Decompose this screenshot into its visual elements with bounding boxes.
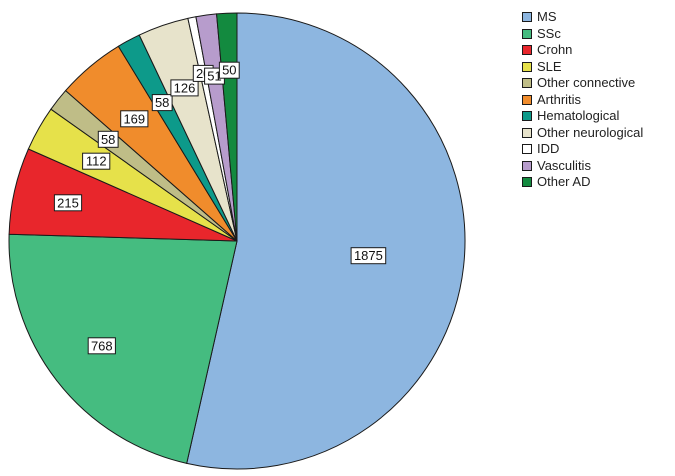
data-label-text-other-connective: 58 — [101, 132, 115, 147]
data-label-other-neurological: 126 — [170, 79, 199, 97]
legend-item-idd: IDD — [522, 141, 643, 158]
data-label-text-crohn: 215 — [57, 195, 79, 210]
data-label-ssc: 768 — [87, 337, 116, 355]
data-label-other-connective: 58 — [97, 130, 119, 148]
legend-swatch-arthritis — [522, 94, 532, 105]
legend-label-ssc: SSc — [537, 25, 561, 41]
data-label-box-other-neurological — [170, 79, 199, 97]
legend-swatch-crohn — [522, 45, 532, 56]
legend-item-crohn: Crohn — [522, 42, 643, 59]
legend-swatch-idd — [522, 144, 532, 155]
legend-swatch-hematological — [522, 111, 532, 122]
legend-item-ssc: SSc — [522, 26, 643, 43]
legend-item-vasculitis: Vasculitis — [522, 158, 643, 175]
legend-label-other-connective: Other connective — [537, 75, 636, 91]
data-label-box-arthritis — [120, 110, 149, 128]
legend-item-other-neurological: Other neurological — [522, 125, 643, 142]
data-label-text-hematological: 58 — [155, 95, 169, 110]
legend-item-hematological: Hematological — [522, 108, 643, 125]
data-label-other-ad: 50 — [218, 61, 240, 79]
data-label-box-hematological — [151, 94, 173, 112]
legend-swatch-other-connective — [522, 78, 532, 89]
legend-label-hematological: Hematological — [537, 108, 620, 124]
legend-label-crohn: Crohn — [537, 42, 573, 58]
pie-slices — [8, 12, 466, 470]
legend-label-idd: IDD — [537, 141, 560, 157]
legend-label-arthritis: Arthritis — [537, 91, 582, 107]
data-label-crohn: 215 — [53, 194, 83, 212]
data-label-box-other-connective — [97, 130, 119, 148]
legend-label-ms: MS — [537, 9, 557, 25]
legend-swatch-other-ad — [522, 177, 532, 188]
data-label-box-sle — [82, 152, 111, 170]
legend-item-other-connective: Other connective — [522, 75, 643, 92]
data-label-box-ssc — [87, 337, 116, 355]
data-label-box-crohn — [53, 194, 83, 212]
data-label-text-sle: 112 — [86, 154, 107, 169]
legend: MS SSc Crohn SLE Other connective Arthri… — [522, 9, 643, 191]
legend-swatch-vasculitis — [522, 160, 532, 171]
data-label-sle: 112 — [82, 152, 111, 170]
legend-item-other-ad: Other AD — [522, 174, 643, 191]
legend-label-vasculitis: Vasculitis — [537, 157, 591, 173]
data-label-text-ssc: 768 — [91, 338, 113, 353]
legend-item-arthritis: Arthritis — [522, 92, 643, 109]
legend-label-other-ad: Other AD — [537, 174, 591, 190]
data-label-box-ms — [350, 247, 387, 265]
data-label-text-other-neurological: 126 — [174, 80, 196, 95]
data-label-text-arthritis: 169 — [123, 111, 145, 126]
legend-label-other-neurological: Other neurological — [537, 124, 644, 140]
data-label-arthritis: 169 — [120, 110, 149, 128]
pie-slice-ms — [186, 12, 466, 470]
data-label-ms: 1875 — [350, 247, 387, 265]
legend-item-ms: MS — [522, 9, 643, 26]
data-label-text-other-ad: 50 — [222, 63, 236, 78]
legend-swatch-ms — [522, 12, 532, 23]
data-label-box-other-ad — [218, 61, 240, 79]
legend-swatch-other-neurological — [522, 127, 532, 138]
legend-label-sle: SLE — [537, 58, 562, 74]
legend-item-sle: SLE — [522, 59, 643, 76]
data-label-hematological: 58 — [151, 94, 173, 112]
legend-swatch-ssc — [522, 28, 532, 39]
data-label-text-ms: 1875 — [354, 248, 383, 263]
legend-swatch-sle — [522, 61, 532, 72]
pie-slice-ssc — [8, 233, 238, 464]
data-label-text-vasculitis: 51 — [207, 69, 221, 84]
